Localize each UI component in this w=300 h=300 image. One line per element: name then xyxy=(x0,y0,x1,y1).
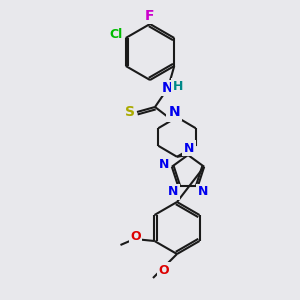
Text: O: O xyxy=(159,263,169,277)
Text: N: N xyxy=(167,107,179,121)
Text: S: S xyxy=(125,105,135,119)
Text: N: N xyxy=(162,81,174,95)
Text: N: N xyxy=(198,185,208,198)
Text: F: F xyxy=(145,9,155,23)
Text: H: H xyxy=(173,80,183,92)
Text: O: O xyxy=(130,230,141,244)
Text: N: N xyxy=(184,142,194,154)
Text: Cl: Cl xyxy=(109,28,122,41)
Text: N: N xyxy=(168,185,178,198)
Text: N: N xyxy=(159,158,169,171)
Text: N: N xyxy=(169,105,181,119)
